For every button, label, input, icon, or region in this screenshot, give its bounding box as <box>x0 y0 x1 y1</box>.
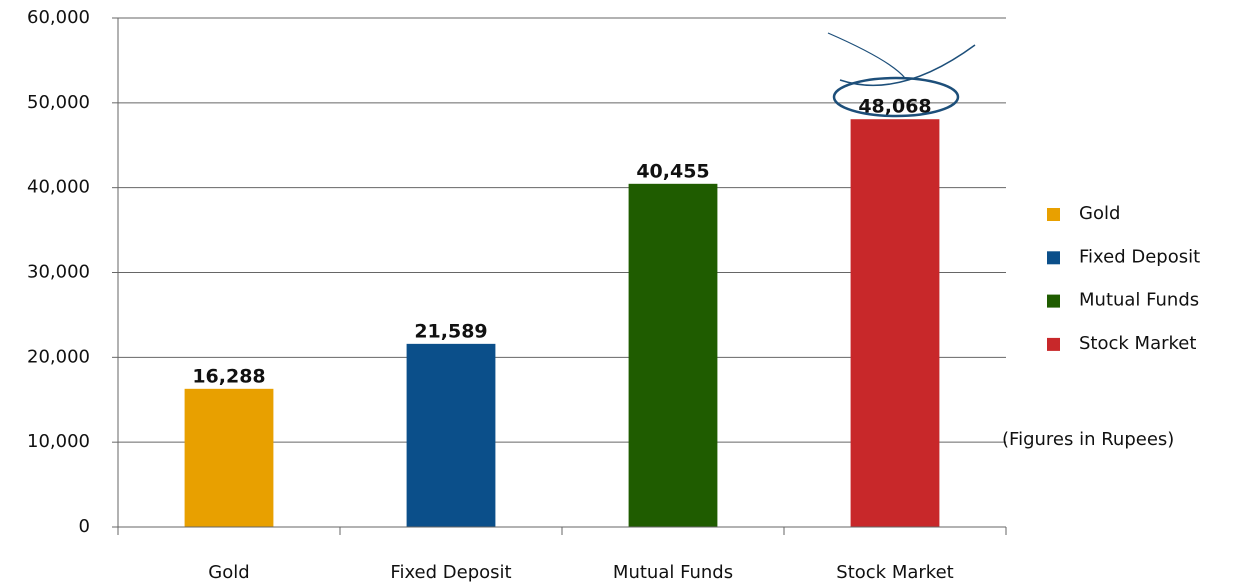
x-tick-label: Fixed Deposit <box>390 562 511 583</box>
annotation: (Figures in Rupees) <box>1002 429 1174 450</box>
x-tick-label: Gold <box>208 562 249 583</box>
y-tick-label: 60,000 <box>27 7 90 28</box>
y-tick-label: 20,000 <box>27 346 90 367</box>
legend-swatch <box>1047 338 1060 351</box>
bar <box>407 344 496 527</box>
legend-swatch <box>1047 208 1060 221</box>
bar <box>629 184 718 527</box>
plot: 0 10,000 20,000 30,000 40,000 50,000 60,000 Gol… <box>27 7 1200 583</box>
y-tick-label: 0 <box>79 516 90 537</box>
y-tick-label: 10,000 <box>27 431 90 452</box>
legend-label: Mutual Funds <box>1079 290 1199 311</box>
value-label: 16,288 <box>192 365 265 387</box>
y-tick-label: 50,000 <box>27 92 90 113</box>
value-label: 40,455 <box>636 160 709 182</box>
legend-label: Gold <box>1079 203 1120 224</box>
legend-label: Stock Market <box>1079 333 1196 354</box>
highlight-stroke <box>828 33 905 78</box>
x-tick-label: Mutual Funds <box>613 562 733 583</box>
legend: Gold Fixed Deposit Mutual Funds Stock Marke… <box>1047 203 1200 354</box>
chart: 0 10,000 20,000 30,000 40,000 50,000 60,000 Gol… <box>0 0 1245 585</box>
y-tick-label: 40,000 <box>27 177 90 198</box>
legend-swatch <box>1047 251 1060 264</box>
legend-label: Fixed Deposit <box>1079 246 1200 267</box>
x-tick-label: Stock Market <box>836 562 953 583</box>
y-tick-label: 30,000 <box>27 262 90 283</box>
bar <box>851 119 940 527</box>
value-label: 21,589 <box>414 320 487 342</box>
legend-swatch <box>1047 295 1060 308</box>
bar <box>185 389 274 527</box>
